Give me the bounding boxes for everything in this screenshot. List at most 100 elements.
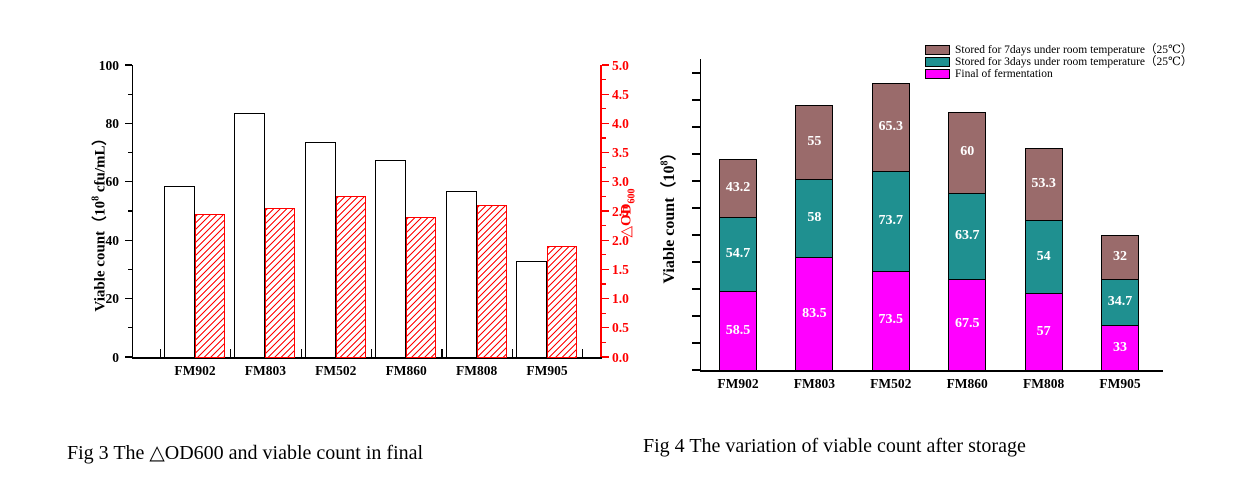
fig3-y-right-tick — [601, 195, 606, 197]
fig4-y-tick — [691, 207, 700, 209]
fig3-y-right-tick-label: 4.0 — [612, 115, 629, 131]
fig3-bar-viable-FM803 — [234, 113, 266, 358]
fig4-y-tick — [691, 369, 700, 371]
fig4-segment-final-FM860 — [948, 278, 987, 371]
fig3-y-left-tick — [124, 64, 132, 66]
fig3-y-left-tick — [124, 239, 132, 241]
fig3-y-right-tick — [601, 181, 609, 183]
fig4-segment-label-7days-FM808: 53.3 — [1031, 176, 1056, 192]
fig3-x-label-FM502: FM502 — [315, 363, 357, 378]
fig4-segment-label-7days-FM860: 60 — [960, 144, 975, 160]
fig4-segment-label-final-FM803: 83.5 — [802, 305, 827, 321]
fig3-bar-od600-FM808 — [476, 205, 507, 358]
fig3-y-left-tick — [127, 210, 132, 212]
fig4-y-title-sup: 8 — [659, 160, 671, 166]
fig4-segment-label-final-FM902: 58.5 — [725, 322, 751, 338]
fig4-legend-swatch-2 — [925, 69, 950, 79]
fig3-y-left-title-sup: 8 — [90, 195, 102, 201]
fig4-segment-label-3days-FM860: 63.7 — [954, 227, 980, 243]
fig4-x-label-FM905: FM905 — [1099, 376, 1141, 391]
fig4-y-tick — [691, 99, 700, 101]
fig4-legend-label-2: Final of fermentation — [955, 67, 1053, 80]
fig4-segment-label-3days-FM803: 58 — [807, 210, 822, 226]
fig3-y-left-tick — [124, 298, 132, 300]
fig4-x-label-FM808: FM808 — [1022, 376, 1065, 391]
fig3-y-right-tick — [601, 152, 609, 154]
fig3-caption: Fig 3 The △OD600 and viable count in fin… — [67, 442, 424, 464]
fig3-y-axis-right — [600, 65, 602, 357]
fig4-legend-label-1: Stored for 3days under room temperature（… — [955, 55, 1193, 68]
fig4-legend-label-0: Stored for 7days under room temperature（… — [955, 43, 1193, 56]
fig4-segment-label-7days-FM902: 43.2 — [725, 180, 751, 196]
fig4-segment-label-7days-FM905: 32 — [1113, 249, 1127, 264]
fig3-y-left-tick-label: 0 — [112, 349, 119, 365]
fig4-segment-final-FM502 — [871, 270, 910, 371]
fig3-y-right-tick — [601, 254, 606, 256]
fig4-x-label-FM860: FM860 — [946, 376, 988, 391]
fig3-y-left-tick — [124, 181, 132, 183]
fig3-y-right-tick — [601, 356, 609, 358]
fig4-segment-7days-FM502 — [871, 83, 910, 173]
fig4-segment-label-final-FM808: 57 — [1036, 323, 1051, 339]
fig3-y-right-tick — [601, 166, 606, 168]
fig4-segment-final-FM808 — [1024, 293, 1063, 371]
fig3-y-right-tick — [601, 239, 609, 241]
fig3-y-axis-left — [131, 65, 133, 357]
fig4-x-axis — [699, 370, 1163, 372]
fig3-y-right-tick — [601, 79, 606, 81]
fig4-y-tick — [691, 234, 700, 236]
fig3-y-left-tick-label: 40 — [105, 232, 120, 248]
fig4-segment-3days-FM860 — [948, 192, 987, 280]
fig4-segment-3days-FM902 — [719, 217, 757, 293]
fig3-y-right-tick — [601, 108, 606, 110]
fig3-y-right-tick — [601, 210, 609, 212]
fig4-y-tick — [691, 180, 700, 182]
fig4-legend-swatch-0 — [925, 45, 950, 55]
fig3-x-label-FM902: FM902 — [174, 363, 216, 378]
fig4-segment-label-7days-FM502: 65.3 — [878, 119, 904, 135]
fig4-y-tick — [691, 342, 700, 344]
fig4-segment-label-3days-FM902: 54.7 — [725, 246, 751, 262]
fig4-x-label-FM502: FM502 — [870, 376, 912, 391]
fig4-x-label-FM902: FM902 — [717, 376, 759, 391]
fig3-x-tick — [159, 349, 161, 357]
fig3-y-right-tick-label: 3.5 — [612, 145, 629, 161]
fig3-x-tick — [371, 349, 373, 357]
fig3-y-left-tick — [127, 268, 132, 270]
fig4-segment-label-final-FM502: 73.5 — [878, 312, 904, 328]
fig3-bar-od600-FM803 — [265, 208, 296, 358]
fig4-x-label-FM803: FM803 — [793, 376, 836, 391]
fig3-y-right-tick-label: 2.5 — [612, 203, 629, 219]
fig4-segment-label-3days-FM905: 34.7 — [1107, 294, 1133, 310]
fig4-segment-7days-FM808 — [1024, 148, 1063, 222]
fig3-y-left-tick — [124, 122, 132, 124]
fig3-y-left-tick — [127, 152, 132, 154]
fig3-y-left-tick — [124, 356, 132, 358]
fig4-segment-7days-FM902 — [719, 158, 757, 219]
fig3-x-label-FM860: FM860 — [385, 363, 427, 378]
fig4-y-axis — [699, 59, 701, 370]
fig4-segment-7days-FM860 — [948, 111, 987, 194]
fig3-bar-od600-FM502 — [335, 196, 366, 358]
fig3-bar-viable-FM808 — [445, 190, 477, 358]
fig3-y-right-tick — [601, 93, 609, 95]
fig3-y-right-tick-label: 1.0 — [612, 291, 629, 307]
fig3-y-right-tick-label: 3.0 — [612, 174, 629, 190]
fig4-segment-label-final-FM905: 33 — [1113, 339, 1127, 355]
fig3-y-right-tick — [601, 312, 606, 314]
fig4-segment-7days-FM905 — [1101, 235, 1139, 280]
fig3-y-left-tick-label: 100 — [98, 57, 119, 73]
fig3-y-right-tick-label: 0.5 — [612, 320, 629, 336]
fig3-bar-viable-FM902 — [164, 186, 195, 358]
fig3-y-right-tick-label: 0.0 — [612, 349, 629, 365]
fig3-y-right-tick — [601, 225, 606, 227]
fig4-y-tick — [691, 261, 700, 263]
fig4-segment-final-FM803 — [795, 257, 834, 371]
fig3-bar-viable-FM905 — [516, 260, 547, 358]
fig3-x-tick — [582, 349, 584, 357]
fig3-y-right-tick — [601, 327, 609, 329]
fig3-y-right-tick-label: 4.5 — [612, 86, 629, 102]
fig3-x-label-FM905: FM905 — [526, 363, 568, 378]
fig4-y-title-pre: Viable count（10 — [661, 165, 678, 284]
